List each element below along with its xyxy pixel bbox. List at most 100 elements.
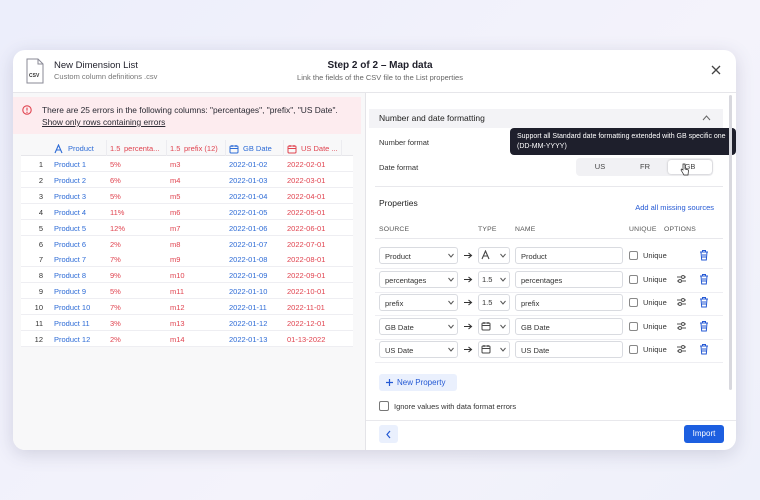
dialog-subtitle: Custom column definitions .csv	[54, 72, 158, 81]
row-number: 11	[35, 319, 43, 328]
select-caret	[448, 300, 454, 305]
unique-checkbox[interactable]	[629, 251, 638, 260]
date-format-option[interactable]: FR	[640, 162, 650, 171]
delete-button[interactable]	[699, 343, 709, 355]
file-icon-label: CSV	[29, 73, 40, 79]
type-select[interactable]	[478, 294, 510, 312]
ignore-label: Ignore values with data format errors	[394, 402, 517, 411]
table-cell: 2022-01-03	[229, 175, 268, 185]
back-chevron	[386, 430, 391, 439]
table-cell: 7%	[110, 303, 121, 313]
options-button[interactable]	[676, 344, 687, 354]
source-select[interactable]: GB Date	[379, 317, 458, 335]
name-input[interactable]: US Date	[515, 341, 623, 359]
source-select[interactable]: US Date	[379, 341, 458, 359]
row-number: 12	[34, 334, 43, 344]
select-caret	[448, 253, 454, 258]
table-cell: Product 1	[54, 160, 87, 169]
table-cell: 2022-01-12	[229, 319, 268, 328]
name-input[interactable]: percentages	[515, 270, 623, 288]
collapse-chevron[interactable]	[702, 114, 711, 121]
section-title: Number and date formatting	[379, 113, 485, 123]
table-header-bg	[21, 140, 353, 156]
source-select[interactable]: Product	[379, 247, 458, 264]
column-type-label: 1.5	[170, 144, 181, 153]
column-header: GB Date	[243, 144, 272, 153]
table-row	[21, 283, 353, 300]
date-format-label: Date format	[379, 163, 419, 172]
row-divider	[375, 315, 723, 317]
close-button[interactable]	[711, 65, 721, 75]
row-divider	[375, 268, 723, 269]
footer-divider	[366, 420, 736, 421]
column-header: Product	[68, 144, 94, 153]
type-select[interactable]	[478, 270, 510, 288]
error-filter-link[interactable]: Show only rows containing errors	[42, 117, 166, 127]
row-number: 10	[34, 303, 43, 313]
table-row	[21, 187, 353, 204]
table-row	[21, 219, 353, 236]
unique-checkbox[interactable]	[629, 274, 638, 284]
column-type-icon	[229, 145, 239, 154]
type-select[interactable]	[478, 341, 510, 359]
pane-divider	[365, 92, 366, 450]
options-button[interactable]	[676, 297, 687, 307]
row-number: 4	[38, 207, 43, 217]
ignore-checkbox[interactable]	[379, 401, 389, 411]
table-cell: 5%	[110, 287, 121, 297]
step-title: Step 2 of 2 – Map data	[327, 60, 433, 71]
map-arrow	[464, 346, 473, 353]
row-number: 3	[38, 191, 43, 201]
row-divider	[375, 338, 723, 340]
table-cell: m12	[170, 303, 185, 313]
unique-checkbox[interactable]	[629, 298, 638, 308]
table-row	[21, 235, 353, 252]
unique-checkbox[interactable]	[629, 321, 638, 331]
table-cell: Product 4	[54, 207, 87, 217]
type-select[interactable]	[478, 317, 510, 335]
new-property-button[interactable]	[379, 374, 457, 391]
error-message: There are 25 errors in the following col…	[42, 105, 338, 115]
unique-label: Unique	[643, 251, 667, 260]
delete-button[interactable]	[699, 273, 709, 285]
table-cell: 9%	[110, 271, 121, 281]
table-cell: Product 10	[54, 303, 91, 313]
table-cell: 2022-01-06	[229, 223, 268, 233]
add-missing-link[interactable]: Add all missing sources	[635, 203, 714, 212]
table-cell: m14	[170, 334, 185, 344]
table-cell: m3	[170, 160, 181, 169]
table-cell: 6%	[110, 175, 121, 185]
header-divider	[375, 238, 723, 239]
header-divider	[13, 92, 736, 93]
row-number: 1	[38, 160, 43, 169]
name-input[interactable]: Product	[515, 247, 623, 264]
table-cell: 2022-01-08	[229, 255, 268, 265]
table-row	[21, 299, 353, 316]
table-cell: m7	[170, 223, 181, 233]
unique-checkbox[interactable]	[629, 345, 638, 355]
properties-column-header: TYPE	[478, 226, 497, 233]
date-format-option[interactable]: US	[594, 162, 606, 171]
table-cell: m13	[170, 319, 185, 328]
select-caret	[448, 277, 454, 282]
back-button[interactable]	[379, 425, 398, 443]
source-select[interactable]: prefix	[379, 294, 458, 312]
delete-button[interactable]	[699, 249, 709, 261]
table-cell: 2022-06-01	[287, 223, 326, 233]
options-button[interactable]	[676, 274, 687, 284]
delete-button[interactable]	[699, 296, 709, 308]
table-cell: 2022-11-01	[287, 303, 325, 313]
options-button[interactable]	[676, 321, 687, 331]
table-cell: 5%	[110, 160, 121, 169]
date-format-option[interactable]: GB	[668, 160, 712, 174]
section-divider	[375, 186, 723, 187]
import-button[interactable]: Import	[684, 425, 724, 443]
properties-column-header: OPTIONS	[664, 226, 696, 233]
name-input[interactable]: GB Date	[515, 317, 623, 335]
name-input[interactable]: prefix	[515, 294, 623, 312]
table-cell: 2022-01-05	[229, 207, 268, 217]
delete-button[interactable]	[699, 320, 709, 332]
scrollbar	[729, 95, 732, 390]
source-select[interactable]: percentages	[379, 270, 458, 288]
